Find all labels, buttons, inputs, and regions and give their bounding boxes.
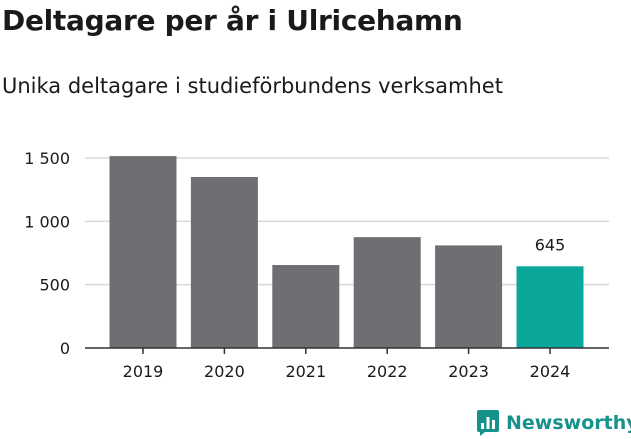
y-tick-label: 1 000 [24, 212, 70, 231]
x-tick-label: 2022 [367, 362, 408, 381]
x-tick-label: 2023 [448, 362, 489, 381]
bar [353, 237, 421, 348]
bar [516, 266, 584, 348]
chart-subtitle: Unika deltagare i studieförbundens verks… [2, 74, 503, 98]
brand-logo: Newsworthy [476, 408, 631, 438]
x-tick-label: 2019 [123, 362, 164, 381]
brand-name: Newsworthy [506, 412, 631, 434]
x-tick-label: 2020 [204, 362, 245, 381]
bar [435, 245, 503, 348]
y-tick-label: 0 [60, 339, 70, 358]
chart-title: Deltagare per år i Ulricehamn [2, 4, 463, 37]
newsworthy-bar-chart-icon [477, 410, 499, 436]
bar [190, 177, 258, 348]
x-tick-label: 2024 [530, 362, 571, 381]
bar-chart: 0 500 1 000 1 500 2019 2020 2021 2022 2023 2024 64… [24, 149, 609, 381]
bar [109, 156, 177, 348]
x-tick-label: 2021 [285, 362, 326, 381]
bar [272, 265, 340, 348]
y-tick-label: 1 500 [24, 149, 70, 168]
y-tick-label: 500 [39, 276, 70, 295]
data-label: 645 [535, 235, 566, 254]
